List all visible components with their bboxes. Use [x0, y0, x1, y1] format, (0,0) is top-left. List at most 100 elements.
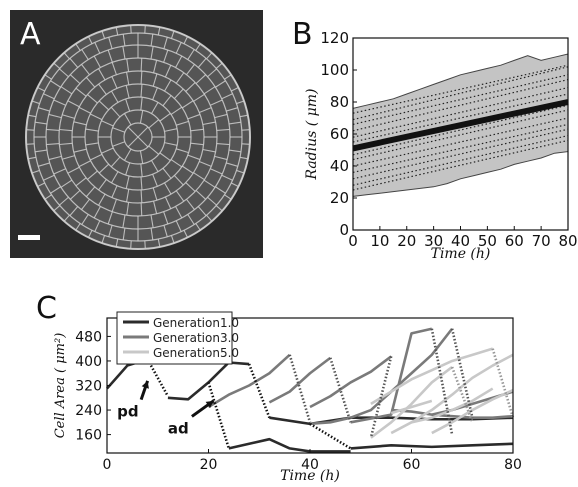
cell-wall — [236, 100, 245, 105]
cell-wall — [183, 36, 189, 44]
y-tick-label-b: 60 — [330, 125, 349, 143]
cell-wall — [215, 80, 226, 88]
cell-wall — [90, 153, 103, 161]
cell-wall — [38, 107, 50, 112]
cell-wall — [236, 169, 245, 174]
cell-wall — [93, 55, 101, 68]
cell-wall — [124, 148, 132, 161]
cell-wall — [202, 121, 216, 126]
x-tick-label-c: 20 — [200, 457, 218, 473]
dotted-series-10 — [352, 123, 569, 173]
cell-wall — [125, 162, 131, 176]
cell-wall — [60, 179, 73, 188]
cell-wall — [176, 120, 189, 126]
y-tick-label-b: 0 — [339, 221, 349, 239]
cell-wall — [164, 79, 172, 92]
cell-wall — [170, 235, 175, 244]
cell-wall — [140, 163, 143, 177]
cell-wall — [50, 186, 61, 194]
cell-wall — [85, 128, 99, 132]
cell-wall — [125, 71, 130, 85]
cell-wall — [214, 113, 228, 119]
cell-wall — [127, 136, 139, 148]
x-tick-label-b: 80 — [558, 232, 577, 250]
cell-wall — [130, 25, 132, 34]
y-tick-label-b: 80 — [330, 93, 349, 111]
cell-wall — [107, 211, 113, 225]
cell-wall — [124, 113, 132, 126]
cell-wall — [206, 52, 213, 60]
x-tick-label-b: 70 — [532, 232, 551, 250]
cell-wall — [215, 186, 226, 194]
cell-wall — [98, 179, 107, 191]
y-tick-label-c: 400 — [75, 354, 102, 370]
cell-wall — [34, 149, 48, 153]
cell-wall — [111, 76, 118, 89]
cell-wall — [69, 58, 79, 68]
cell-wall — [139, 110, 144, 124]
micrograph-panel-a — [10, 10, 263, 258]
cell-wall — [87, 230, 93, 238]
series-3-trace — [431, 388, 514, 435]
cell-wall — [148, 119, 160, 129]
cell-wall — [175, 42, 182, 54]
cell-wall — [140, 97, 143, 111]
mean-line — [352, 99, 569, 152]
cell-wall — [101, 147, 114, 154]
panel-letter-c: C — [36, 291, 57, 326]
cell-wall — [137, 136, 149, 148]
series-1-trace — [167, 361, 250, 401]
cell-wall — [175, 190, 185, 202]
cell-wall — [157, 238, 161, 247]
cell-wall — [239, 156, 248, 160]
cell-wall — [175, 72, 185, 84]
cell-wall — [195, 74, 207, 84]
cell-wall — [53, 62, 61, 69]
cell-wall — [110, 156, 121, 168]
x-tick-label-c: 40 — [301, 457, 319, 473]
cell-wall — [28, 156, 37, 160]
x-tick-label-b: 30 — [424, 232, 443, 250]
cell-wall — [93, 206, 101, 219]
annotation-arrowhead-pd — [141, 380, 149, 389]
cell-wall — [98, 193, 106, 206]
x-tick-label-b: 60 — [505, 232, 524, 250]
cell-wall — [150, 214, 154, 228]
scale-bar — [18, 235, 40, 240]
cell-wall — [59, 128, 73, 132]
y-tick-label-c: 240 — [75, 403, 102, 419]
cell-wall — [151, 160, 159, 172]
cell-wall — [157, 27, 161, 36]
cell-wall — [162, 167, 172, 179]
division-link — [207, 382, 231, 449]
dotted-series-6 — [352, 93, 569, 143]
cell-wall — [215, 205, 223, 212]
cell-wall — [37, 86, 45, 92]
division-link — [247, 363, 271, 419]
cell-wall — [164, 182, 172, 195]
cell-wall — [203, 179, 216, 188]
cell-wall — [28, 114, 37, 118]
dotted-series-11 — [352, 128, 569, 180]
cell-wall — [140, 84, 143, 98]
legend-label: Generation3.0 — [153, 331, 239, 345]
micrograph-image — [25, 24, 251, 250]
cell-wall — [163, 225, 168, 237]
cell-wall — [63, 52, 70, 60]
cell-wall — [98, 68, 106, 81]
cell-wall — [73, 148, 87, 153]
cell-wall — [164, 142, 178, 146]
cell-wall — [31, 169, 40, 174]
cell-wall — [98, 83, 107, 95]
cell-wall — [197, 206, 207, 216]
cell-wall — [111, 199, 117, 212]
cell-wall — [241, 129, 250, 131]
cell-wall — [111, 62, 117, 75]
cell-wall — [90, 113, 103, 121]
cell-wall — [69, 190, 81, 200]
cell-wall — [46, 128, 60, 132]
cell-wall — [226, 107, 238, 112]
cell-wall — [216, 128, 230, 132]
